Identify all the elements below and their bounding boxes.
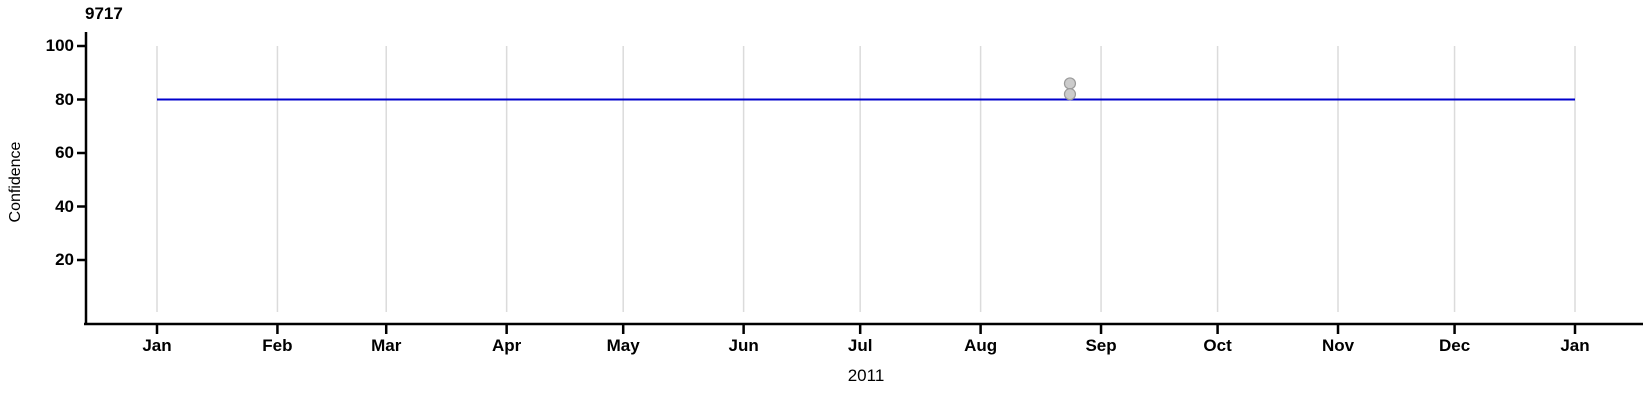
y-tick-label: 100 <box>45 36 74 55</box>
x-tick-label: Jan <box>1560 336 1590 355</box>
data-point <box>1063 77 1077 90</box>
x-tick-label: Apr <box>492 336 522 355</box>
y-tick-label: 80 <box>55 89 74 109</box>
x-tick-label: Mar <box>371 336 402 355</box>
x-tick-label: May <box>606 336 640 355</box>
y-tick-label: 20 <box>55 250 74 269</box>
x-tick-label: Jul <box>847 336 873 355</box>
y-tick-label: 60 <box>55 143 74 162</box>
x-tick-label: Jun <box>728 336 759 355</box>
y-tick-label: 40 <box>55 196 74 216</box>
x-tick-label: Nov <box>1321 336 1355 355</box>
x-axis-label: 2011 <box>847 366 885 385</box>
x-tick-label: Sep <box>1085 336 1117 355</box>
chart-title: 9717 <box>85 4 123 23</box>
x-tick-label: Jan <box>142 336 172 355</box>
x-tick-label: Oct <box>1203 336 1232 355</box>
x-tick-label: Feb <box>262 336 293 355</box>
y-axis-label: Confidence <box>7 141 24 223</box>
x-tick-label: Aug <box>964 336 998 355</box>
data-point <box>1063 88 1077 101</box>
x-tick-label: Dec <box>1438 336 1471 355</box>
